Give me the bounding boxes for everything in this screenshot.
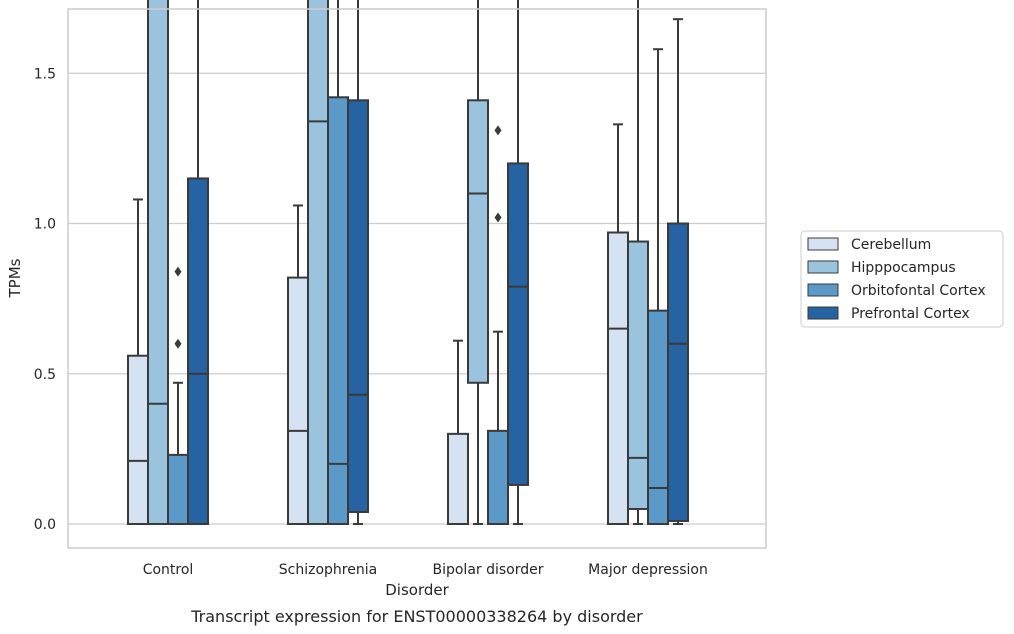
- x-tick-label: Schizophrenia: [279, 562, 377, 578]
- legend-label: Orbitofontal Cortex: [851, 283, 986, 299]
- x-tick-label: Bipolar disorder: [432, 562, 543, 578]
- box: [147, 0, 169, 526]
- outlier-marker: [174, 338, 182, 349]
- legend-swatch: [807, 237, 839, 251]
- legend-item[interactable]: Hipppocampus: [807, 260, 956, 276]
- legend-swatch: [807, 283, 839, 297]
- legend-swatch: [807, 306, 839, 320]
- chart-caption: Transcript expression for ENST0000033826…: [190, 607, 643, 626]
- box-groups: [127, 0, 689, 526]
- outlier-marker: [174, 266, 182, 277]
- box: [307, 0, 329, 526]
- outlier-marker: [494, 212, 502, 223]
- box: [627, 240, 649, 510]
- x-axis-ticks: Control Schizophrenia Bipolar disorder Majo…: [143, 562, 708, 578]
- legend-swatch: [807, 260, 839, 274]
- box: [607, 231, 629, 525]
- box: [447, 432, 469, 526]
- y-tick-label: 0.0: [34, 517, 56, 533]
- legend-item[interactable]: Orbitofontal Cortex: [807, 283, 986, 299]
- box-group-major-depression: [607, 0, 689, 525]
- box-group-schizophrenia: [287, 0, 369, 526]
- box: [507, 162, 529, 486]
- y-tick-label: 0.5: [34, 367, 56, 383]
- box-group-control: [127, 0, 209, 526]
- x-axis-label: Disorder: [385, 581, 449, 599]
- box: [347, 99, 369, 513]
- legend-label: Hipppocampus: [851, 260, 956, 276]
- plot-frame: [67, 8, 767, 549]
- x-tick-label: Major depression: [588, 562, 708, 578]
- box: [287, 276, 309, 525]
- legend-frame: [800, 230, 1004, 328]
- legend-item[interactable]: Prefrontal Cortex: [807, 306, 970, 322]
- box: [127, 354, 149, 525]
- y-axis-label: TPMs: [6, 258, 24, 298]
- box: [487, 429, 509, 525]
- box: [187, 177, 209, 526]
- y-axis-ticks: 0.00.51.01.52.02.53.0: [34, 66, 56, 533]
- legend[interactable]: Cerebellum Hipppocampus Orbitofontal Corte…: [800, 230, 1004, 328]
- box: [467, 99, 489, 384]
- y-tick-label: 1.0: [34, 217, 56, 233]
- box: [667, 222, 689, 522]
- legend-label: Cerebellum: [851, 237, 931, 253]
- box: [647, 309, 669, 525]
- box: [167, 453, 189, 526]
- box: [327, 96, 349, 525]
- outlier-marker: [494, 125, 502, 136]
- legend-label: Prefrontal Cortex: [851, 306, 970, 322]
- x-tick-label: Control: [143, 562, 194, 578]
- y-tick-label: 1.5: [34, 66, 56, 82]
- box-group-bipolar-disorder: [447, 0, 529, 526]
- legend-item[interactable]: Cerebellum: [807, 237, 931, 253]
